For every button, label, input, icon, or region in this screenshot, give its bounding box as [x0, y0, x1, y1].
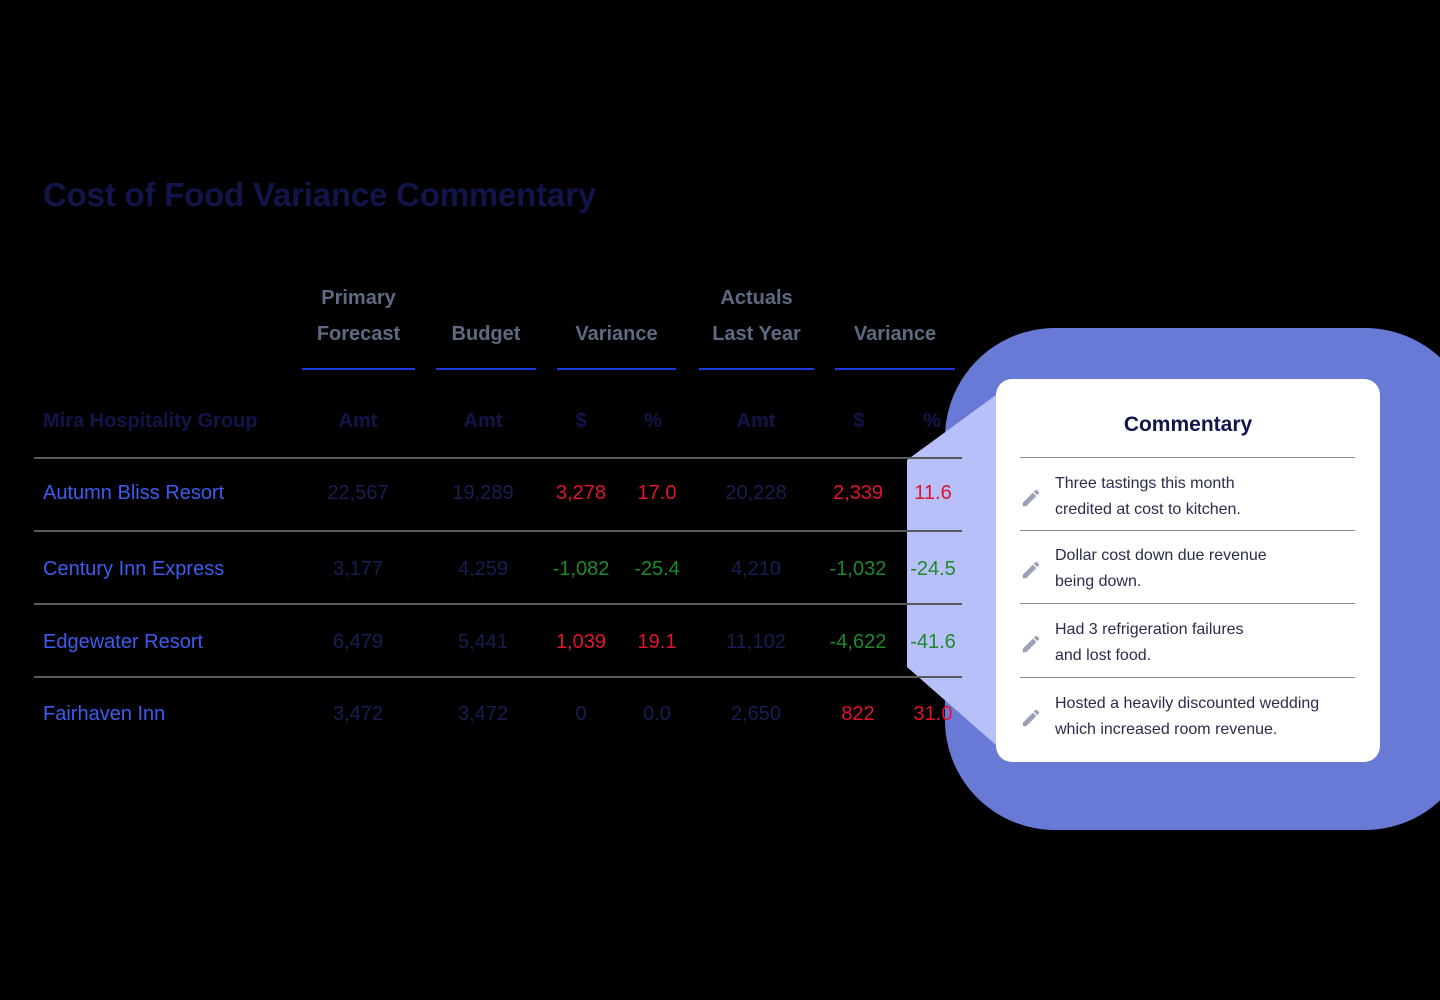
row-divider: [34, 530, 962, 532]
col-header-actuals-last-year: Actuals Last Year: [699, 280, 814, 352]
pencil-icon[interactable]: [1020, 633, 1042, 655]
cell-ly-variance-pct: 31.0: [913, 703, 953, 725]
cell-forecast: 22,567: [327, 482, 389, 504]
cell-variance-dollar: 3,278: [555, 482, 607, 504]
row-name-link[interactable]: Fairhaven Inn: [43, 703, 166, 725]
comment-text: Had 3 refrigeration failures and lost foo…: [1055, 617, 1360, 669]
comment-text: Dollar cost down due revenue being down.: [1055, 543, 1360, 595]
row-divider: [34, 603, 962, 605]
cell-ly-variance-dollar: -1,032: [829, 558, 887, 580]
row-divider: [34, 457, 962, 459]
comment-line: which increased room revenue.: [1055, 721, 1278, 738]
cell-forecast: 3,472: [332, 703, 384, 725]
cell-ly-variance-pct: 11.6: [914, 482, 952, 504]
cell-budget: 5,441: [457, 631, 509, 653]
pencil-icon[interactable]: [1020, 559, 1042, 581]
row-name-link[interactable]: Autumn Bliss Resort: [43, 482, 225, 504]
cell-variance-pct: 17.0: [637, 482, 677, 504]
sub-header-ly-variance-pct: %: [923, 410, 941, 432]
header-underline: [436, 368, 536, 370]
comment-divider: [1020, 677, 1355, 678]
col-header-line2: Last Year: [712, 323, 801, 345]
cell-variance-dollar: 0: [575, 703, 587, 725]
sub-header-budget-amt: Amt: [463, 410, 503, 432]
sub-header-ly-amt: Amt: [736, 410, 776, 432]
cell-ly: 4,210: [730, 558, 782, 580]
comment-line: credited at cost to kitchen.: [1055, 501, 1241, 518]
cell-ly: 11,102: [726, 631, 786, 653]
comment-text: Hosted a heavily discounted wedding which…: [1055, 691, 1360, 743]
cell-forecast: 3,177: [332, 558, 384, 580]
comment-divider: [1020, 530, 1355, 531]
cell-variance-dollar: 1,039: [555, 631, 607, 653]
group-label: Mira Hospitality Group: [43, 410, 258, 432]
cell-forecast: 6,479: [332, 631, 384, 653]
col-header-ly-variance: Variance: [835, 316, 955, 352]
cell-variance-dollar: -1,082: [552, 558, 610, 580]
cell-ly-variance-dollar: 2,339: [832, 482, 884, 504]
comment-divider: [1020, 603, 1355, 604]
comment-line: Hosted a heavily discounted wedding: [1055, 695, 1320, 712]
sub-header-ly-variance-dollar: $: [853, 410, 865, 432]
cell-ly-variance-dollar: 822: [841, 703, 875, 725]
comment-item[interactable]: Dollar cost down due revenue being down.: [1020, 539, 1360, 611]
cell-ly: 20,228: [725, 482, 787, 504]
sub-header-variance-pct: %: [644, 410, 662, 432]
header-underline: [699, 368, 814, 370]
cell-budget: 19,289: [452, 482, 514, 504]
page-title: Cost of Food Variance Commentary: [43, 176, 596, 213]
comment-text: Three tastings this month credited at cos…: [1055, 471, 1360, 523]
commentary-title: Commentary: [1123, 413, 1253, 436]
comment-line: Three tastings this month: [1055, 475, 1235, 492]
sub-header-forecast-amt: Amt: [338, 410, 378, 432]
row-name-link[interactable]: Century Inn Express: [43, 558, 225, 580]
pencil-icon[interactable]: [1020, 487, 1042, 509]
row-name-link[interactable]: Edgewater Resort: [43, 631, 204, 653]
col-header-line1: Actuals: [720, 287, 793, 309]
comment-line: Dollar cost down due revenue: [1055, 547, 1267, 564]
col-header-line2: Forecast: [316, 323, 401, 345]
comment-line: and lost food.: [1055, 647, 1152, 664]
cell-ly-variance-pct: -24.5: [910, 558, 956, 580]
cell-variance-pct: -25.4: [634, 558, 680, 580]
header-underline: [835, 368, 955, 370]
cell-ly-variance-dollar: -4,622: [829, 631, 887, 653]
commentary-card: Commentary Three tastings this month cred…: [996, 379, 1380, 762]
comment-divider: [1020, 457, 1355, 458]
col-header-line2: Budget: [451, 323, 521, 345]
comment-item[interactable]: Three tastings this month credited at cos…: [1020, 467, 1360, 539]
comment-item[interactable]: Hosted a heavily discounted wedding which…: [1020, 687, 1360, 759]
cell-budget: 3,472: [457, 703, 509, 725]
header-underline: [557, 368, 676, 370]
comment-line: being down.: [1055, 573, 1142, 590]
col-header-primary-forecast: Primary Forecast: [302, 280, 415, 352]
col-header-budget: Budget: [436, 316, 536, 352]
cell-ly-variance-pct: -41.6: [910, 631, 956, 653]
cell-budget: 4,259: [457, 558, 509, 580]
col-header-line1: Primary: [321, 287, 396, 309]
row-divider: [34, 676, 962, 678]
comment-item[interactable]: Had 3 refrigeration failures and lost foo…: [1020, 613, 1360, 685]
cell-variance-pct: 0.0: [643, 703, 671, 725]
cell-ly: 2,650: [730, 703, 782, 725]
sub-header-variance-dollar: $: [575, 410, 587, 432]
col-header-variance: Variance: [557, 316, 676, 352]
pencil-icon[interactable]: [1020, 707, 1042, 729]
cell-variance-pct: 19.1: [637, 631, 677, 653]
header-underline: [302, 368, 415, 370]
col-header-line2: Variance: [853, 323, 937, 345]
col-header-line2: Variance: [575, 323, 658, 345]
comment-line: Had 3 refrigeration failures: [1055, 621, 1244, 638]
